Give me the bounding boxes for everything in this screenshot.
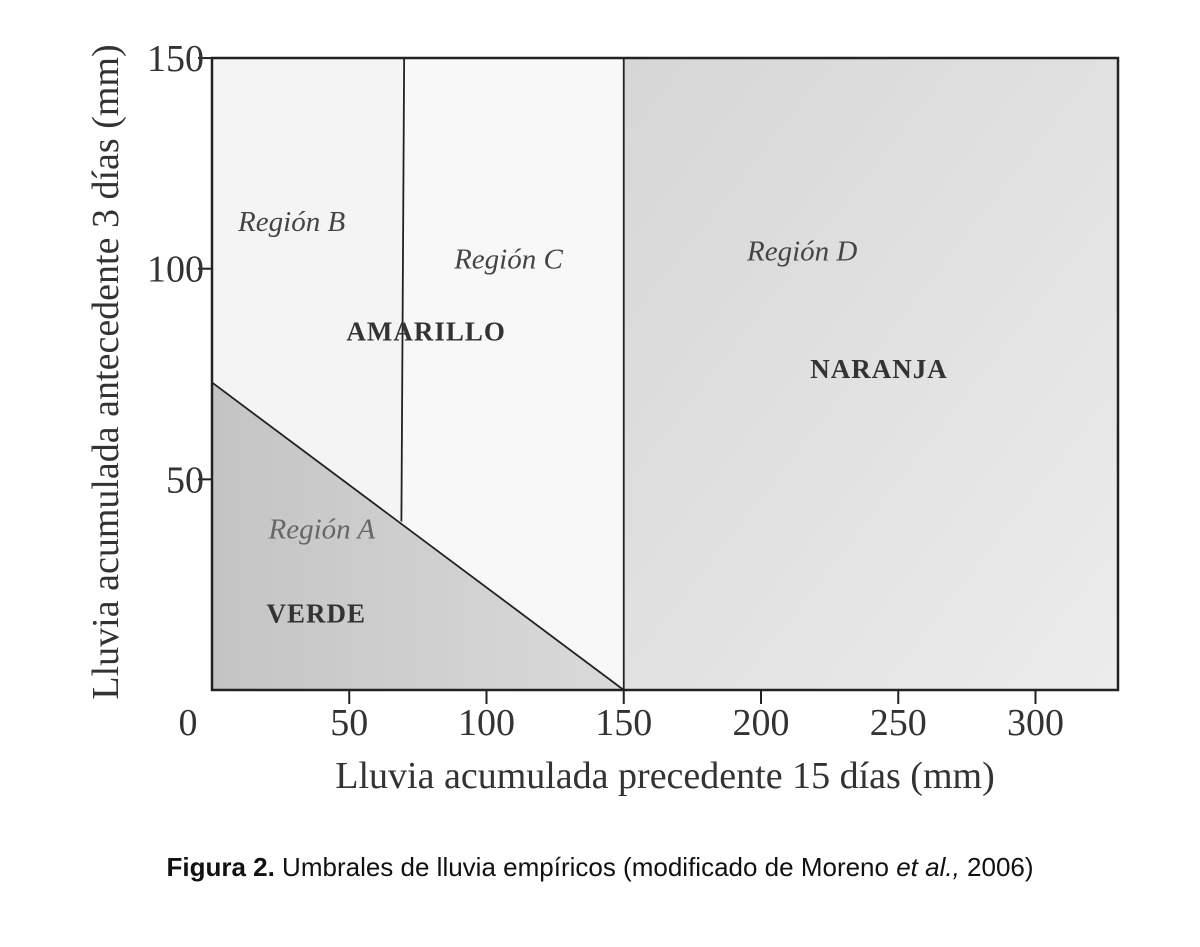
region-area-d bbox=[623, 58, 1118, 691]
region-label-b: Región B bbox=[237, 206, 345, 238]
caption-italic: et al., bbox=[896, 852, 960, 882]
region-labels-layer: Región A Región B Región C Región D VERDE AMA… bbox=[237, 206, 948, 629]
region-area-b bbox=[212, 58, 405, 522]
caption-figure-number: Figura 2. bbox=[166, 852, 275, 882]
threshold-lines-layer bbox=[211, 58, 625, 691]
zone-label-verde: VERDE bbox=[267, 599, 367, 629]
threshold-line-diagonal bbox=[211, 381, 625, 691]
zone-label-naranja: NARANJA bbox=[810, 354, 948, 384]
region-area-c bbox=[401, 58, 624, 691]
y-tick-label-50: 50 bbox=[166, 459, 204, 501]
region-label-a: Región A bbox=[268, 513, 376, 545]
x-tick-label-50: 50 bbox=[330, 702, 368, 744]
caption-year: 2006) bbox=[959, 852, 1034, 882]
axes-layer: 0 50 100 150 200 250 300 50 100 150 bbox=[147, 38, 1120, 744]
x-tick-label-0: 0 bbox=[179, 702, 198, 744]
x-axis-label: Lluvia acumulada precedente 15 días (mm) bbox=[335, 755, 994, 797]
caption-text: Umbrales de lluvia empíricos (modificado… bbox=[274, 852, 897, 882]
x-tick-label-250: 250 bbox=[870, 702, 927, 744]
figure-caption: Figura 2. Umbrales de lluvia empíricos (… bbox=[0, 852, 1200, 883]
plot-frame bbox=[210, 56, 1120, 692]
x-tick-label-200: 200 bbox=[733, 702, 790, 744]
y-tick-label-100: 100 bbox=[147, 249, 204, 291]
region-label-d: Región D bbox=[746, 235, 857, 267]
threshold-line-region-b-c bbox=[400, 58, 406, 522]
regions-layer bbox=[212, 58, 1118, 691]
region-label-c: Región C bbox=[453, 244, 563, 276]
x-tick-label-150: 150 bbox=[595, 702, 652, 744]
y-tick-label-150: 150 bbox=[147, 38, 204, 80]
y-axis-label: Lluvia acumulada antecedente 3 días (mm) bbox=[85, 44, 127, 699]
zone-label-amarillo: AMARILLO bbox=[346, 316, 506, 346]
x-tick-label-300: 300 bbox=[1007, 702, 1064, 744]
threshold-chart: Región A Región B Región C Región D VERDE AMA… bbox=[85, 38, 1120, 797]
x-tick-label-100: 100 bbox=[458, 702, 515, 744]
